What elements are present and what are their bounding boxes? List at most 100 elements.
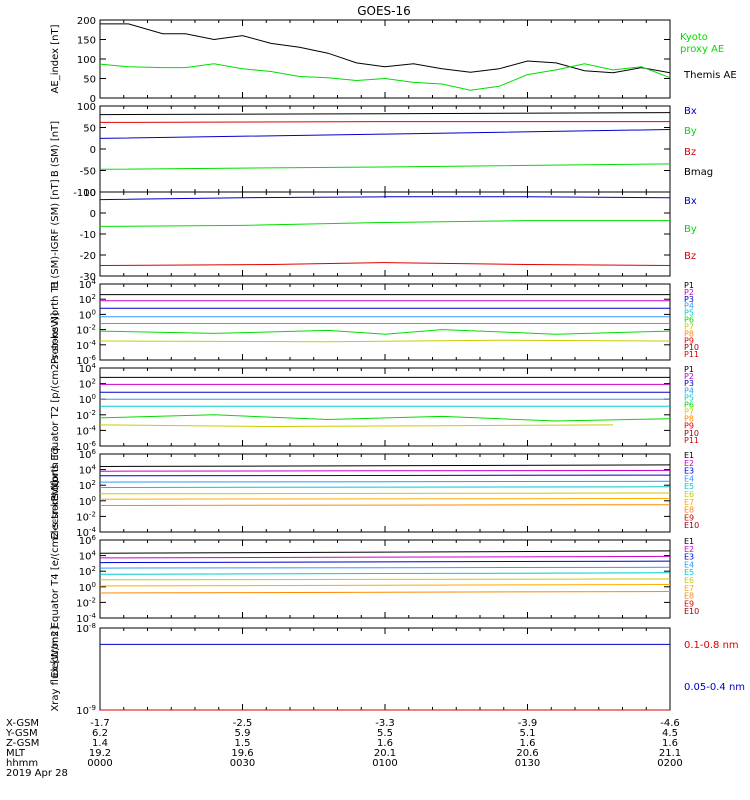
legend-item: E2	[684, 545, 694, 554]
series-line-e4	[99, 566, 671, 569]
y-tick-label: 10-2	[76, 596, 96, 609]
legend-item: P7	[684, 408, 694, 417]
y-tick-exponent: -9	[89, 704, 96, 712]
y-axis-label: B (SM) [nT]	[50, 121, 61, 177]
y-axis-label: Xray flux [W/m2]	[50, 626, 61, 711]
y-tick-exponent: 0	[92, 581, 96, 589]
x-row-label: MLT	[6, 748, 26, 759]
legend-item: E3	[684, 553, 694, 562]
y-tick-label: 10-4	[76, 526, 96, 539]
y-tick-base: 10	[79, 395, 92, 406]
legend-item: P8	[684, 329, 694, 338]
legend-item: P5	[684, 309, 694, 318]
series-line-e3	[99, 474, 671, 477]
series-line-bmag	[99, 112, 671, 116]
y-tick-label: 104	[79, 362, 97, 375]
legend-item: P9	[684, 422, 694, 431]
legend: Bx By Bz	[684, 196, 697, 262]
x-tick-value: 0030	[230, 758, 255, 769]
y-tick-label: 102	[79, 378, 96, 391]
y-tick-exponent: -4	[89, 339, 97, 347]
panel-frame	[99, 19, 671, 99]
y-tick-label: 100	[79, 581, 96, 594]
y-tick-label: 100	[79, 393, 96, 406]
x-tick-value: 1.5	[235, 738, 251, 749]
legend-item: Bx	[684, 196, 697, 207]
y-tick-label: 10	[83, 188, 96, 199]
legend-item: E9	[684, 599, 694, 608]
legend-item: By	[684, 224, 697, 235]
x-tick-value: -1.7	[90, 718, 110, 729]
legend-item: E5	[684, 568, 694, 577]
y-tick-base: 10	[79, 310, 92, 321]
series-line-kyoto-proxy-ae	[99, 63, 671, 91]
y-tick-base: 10	[79, 364, 92, 375]
series-line-bz	[99, 262, 671, 266]
y-tick-exponent: -4	[89, 612, 97, 620]
y-tick-label: 200	[77, 16, 96, 27]
y-tick-exponent: 2	[92, 293, 96, 301]
y-tick-base: 10	[76, 614, 89, 625]
series-line-by	[99, 220, 670, 227]
legend-item: P7	[684, 322, 694, 331]
y-tick-base: 10	[79, 450, 92, 461]
series-line-p7	[99, 339, 671, 343]
series-line-bx	[99, 196, 671, 201]
y-tick-exponent: -6	[89, 440, 97, 448]
y-tick-exponent: -2	[89, 409, 96, 417]
y-tick-label: 100	[77, 55, 96, 66]
series-line-e1	[99, 550, 671, 554]
series-line-bx	[99, 129, 671, 139]
x-row-label: Z-GSM	[6, 738, 39, 749]
panel-frame	[99, 367, 671, 447]
y-tick-label: 10-2	[76, 510, 96, 523]
legend-item: P3	[684, 295, 694, 304]
y-tick-label: 10-6	[76, 354, 96, 367]
y-tick-base: 10	[79, 536, 92, 547]
y-tick-label: 10-9	[76, 704, 96, 717]
y-tick-label: -30	[80, 272, 96, 283]
legend-item: Kyoto	[680, 32, 708, 43]
y-tick-exponent: 6	[92, 448, 97, 456]
legend-item: P8	[684, 415, 694, 424]
y-tick-base: 10	[76, 326, 89, 337]
series-line-p7	[99, 424, 614, 428]
y-tick-exponent: -2	[89, 596, 96, 604]
y-tick-base: 10	[76, 512, 89, 523]
y-tick-exponent: 0	[92, 393, 96, 401]
legend-item: E1	[684, 537, 694, 546]
y-tick-label: 0	[90, 209, 96, 220]
y-tick-base: 10	[76, 411, 89, 422]
series-line-e6	[99, 578, 671, 581]
y-tick-base: 10	[79, 552, 92, 563]
y-tick-label: 10-2	[76, 409, 96, 422]
legend-item: P10	[684, 343, 699, 352]
series-line-e4	[99, 480, 671, 483]
y-tick-label: 10-4	[76, 339, 96, 352]
x-tick-value: 1.6	[520, 738, 536, 749]
y-tick-label: 102	[79, 565, 96, 578]
y-tick-label: 104	[79, 278, 97, 291]
y-tick-base: 10	[76, 341, 89, 352]
y-tick-label: 10-6	[76, 440, 96, 453]
x-tick-value: 0200	[657, 758, 682, 769]
panel-frame	[99, 627, 671, 711]
legend-item: P11	[684, 350, 699, 359]
x-tick-value: 5.1	[520, 728, 536, 739]
x-tick-value: 19.2	[89, 748, 111, 759]
date-label: 2019 Apr 28	[6, 768, 68, 779]
y-tick-exponent: 4	[92, 362, 97, 370]
legend-item: P11	[684, 436, 699, 445]
y-tick-base: 10	[76, 528, 89, 539]
y-axis-label: Electrons North T3	[50, 446, 61, 539]
y-tick-label: -50	[80, 167, 96, 178]
y-tick-label: 0	[90, 94, 96, 105]
legend-item: E6	[684, 490, 694, 499]
legend-item: P4	[684, 386, 694, 395]
